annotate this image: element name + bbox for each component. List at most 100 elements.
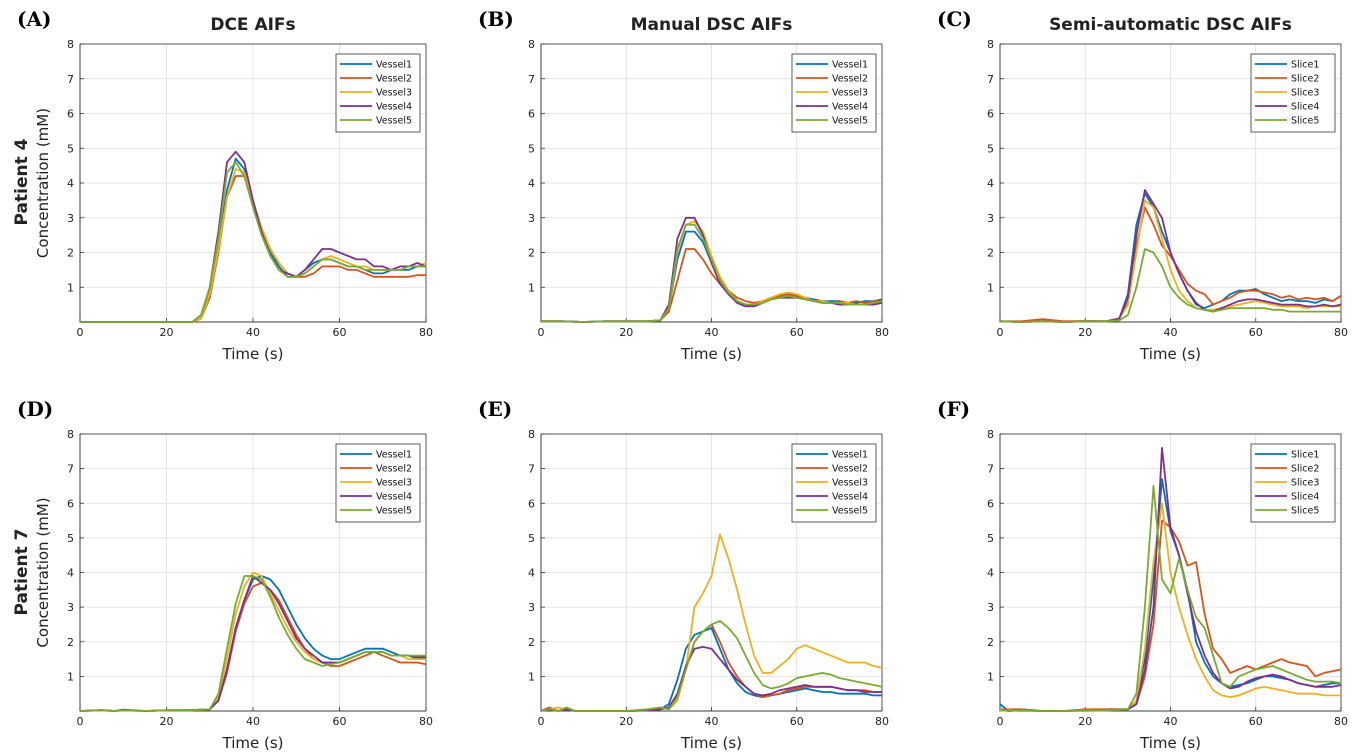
y-tick-label: 5	[67, 142, 74, 155]
y-tick-label: 4	[987, 567, 994, 580]
legend-box	[1250, 53, 1336, 133]
panel-letter: (B)	[478, 7, 514, 31]
y-axis-label: Concentration (mM)	[34, 108, 52, 258]
panel-letter: (E)	[478, 397, 512, 421]
legend-entry: Slice4	[1291, 102, 1319, 113]
row-label-patient-4: Patient 4	[12, 138, 32, 225]
panel-4: 0 20 40 60 80 1 2 3 4 5 6 7 8 (D) Time (s) Concentratio…	[17, 397, 433, 752]
legend-box	[791, 53, 877, 133]
x-tick-label: 80	[419, 326, 433, 339]
y-tick-label: 8	[67, 38, 74, 51]
y-tick-label: 6	[987, 497, 994, 510]
legend-entry: Vessel5	[832, 506, 868, 517]
y-tick-label: 6	[67, 497, 74, 510]
x-tick-label: 40	[705, 326, 719, 339]
legend-entry: Vessel3	[376, 88, 412, 99]
x-axis-label: Time (s)	[1139, 734, 1201, 752]
y-tick-label: 3	[987, 212, 994, 225]
x-tick-label: 60	[333, 715, 347, 728]
y-tick-label: 7	[987, 73, 994, 86]
legend-entry: Slice2	[1291, 74, 1319, 85]
legend: Vessel1 Vessel2 Vessel3 Vessel4 Vessel5	[335, 53, 421, 133]
x-tick-label: 60	[1249, 715, 1263, 728]
series-line-slice2	[1000, 519, 1342, 712]
legend-entry: Vessel4	[376, 102, 412, 113]
legend-box	[791, 443, 877, 523]
y-tick-label: 4	[987, 177, 994, 190]
x-axis-label: Time (s)	[1139, 345, 1201, 363]
legend-entry: Vessel3	[832, 478, 868, 489]
y-tick-label: 5	[528, 532, 535, 545]
y-tick-label: 2	[987, 636, 994, 649]
x-axis-label: Time (s)	[222, 734, 284, 752]
legend-entry: Vessel1	[376, 60, 412, 71]
y-tick-label: 2	[67, 636, 74, 649]
y-tick-label: 3	[528, 601, 535, 614]
x-tick-label: 40	[246, 326, 260, 339]
y-tick-label: 8	[528, 428, 535, 441]
y-tick-label: 8	[67, 428, 74, 441]
x-tick-label: 40	[1164, 715, 1178, 728]
legend-entry: Vessel1	[832, 450, 868, 461]
series-line-vessel5	[79, 575, 426, 712]
series-line-slice5	[999, 248, 1341, 323]
x-tick-label: 80	[1334, 326, 1348, 339]
y-tick-label: 5	[67, 532, 74, 545]
legend-entry: Slice1	[1291, 450, 1319, 461]
panel-letter: (F)	[937, 397, 970, 421]
legend-entry: Vessel5	[376, 116, 412, 127]
legend: Slice1 Slice2 Slice3 Slice4 Slice5	[1250, 443, 1336, 523]
legend-entry: Slice3	[1291, 478, 1319, 489]
y-tick-label: 3	[67, 601, 74, 614]
y-tick-label: 1	[67, 281, 74, 294]
legend-entry: Vessel4	[832, 492, 868, 503]
panel-2: 0 20 40 60 80 1 2 3 4 5 6 7 8 (B) Manual DSC AIFs Time …	[478, 7, 889, 363]
legend-entry: Vessel2	[832, 464, 868, 475]
legend-entry: Vessel1	[376, 450, 412, 461]
legend-entry: Slice3	[1291, 88, 1319, 99]
x-tick-label: 20	[1078, 326, 1092, 339]
x-tick-label: 60	[790, 326, 804, 339]
y-tick-label: 5	[528, 142, 535, 155]
legend: Slice1 Slice2 Slice3 Slice4 Slice5	[1250, 53, 1336, 133]
y-tick-label: 8	[528, 38, 535, 51]
series-line-slice5	[999, 484, 1342, 712]
x-tick-label: 0	[997, 326, 1004, 339]
legend-entry: Slice1	[1291, 60, 1319, 71]
legend-entry: Vessel2	[832, 74, 868, 85]
x-tick-label: 40	[705, 715, 719, 728]
x-tick-label: 80	[419, 715, 433, 728]
x-tick-label: 0	[538, 715, 545, 728]
y-tick-label: 7	[528, 463, 535, 476]
row-label-patient-7: Patient 7	[12, 529, 32, 616]
panel-letter: (C)	[937, 7, 972, 31]
panel-letter: (D)	[17, 397, 53, 421]
legend: Vessel1 Vessel2 Vessel3 Vessel4 Vessel5	[335, 443, 421, 523]
series-line-vessel5	[80, 161, 426, 323]
y-tick-label: 1	[528, 670, 535, 683]
y-tick-label: 4	[528, 177, 535, 190]
y-tick-label: 7	[67, 73, 74, 86]
x-tick-label: 0	[538, 326, 545, 339]
y-tick-label: 1	[528, 281, 535, 294]
y-tick-label: 3	[987, 601, 994, 614]
legend-entry: Vessel4	[832, 102, 868, 113]
y-tick-label: 4	[67, 567, 74, 580]
legend-entry: Vessel1	[832, 60, 868, 71]
panel-letter: (A)	[17, 7, 51, 31]
legend-entry: Vessel3	[376, 478, 412, 489]
legend: Vessel1 Vessel2 Vessel3 Vessel4 Vessel5	[791, 443, 877, 523]
legend-box	[335, 53, 421, 133]
x-tick-label: 20	[160, 715, 174, 728]
x-tick-label: 60	[1249, 326, 1263, 339]
y-tick-label: 5	[987, 142, 994, 155]
legend-entry: Slice5	[1291, 506, 1319, 517]
y-tick-label: 6	[528, 497, 535, 510]
y-tick-label: 6	[67, 108, 74, 121]
x-tick-label: 20	[160, 326, 174, 339]
y-tick-label: 3	[67, 212, 74, 225]
legend-entry: Vessel3	[832, 88, 868, 99]
